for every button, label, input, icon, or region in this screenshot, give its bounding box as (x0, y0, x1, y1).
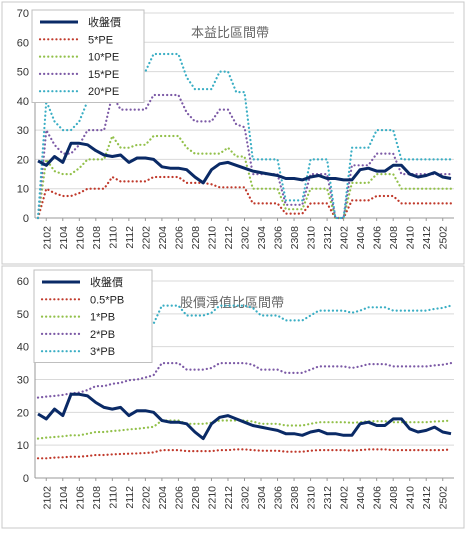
series-line (36, 93, 453, 220)
x-tick-label: 2408 (388, 226, 400, 250)
legend-label: 15*PE (88, 69, 119, 81)
x-tick-label: 2102 (41, 486, 53, 510)
x-tick-label: 2208 (190, 486, 202, 510)
x-tick-label: 2208 (190, 226, 202, 250)
series-line (36, 419, 453, 440)
x-tick-label: 2502 (438, 486, 450, 510)
x-tick-label: 2108 (91, 486, 103, 510)
y-tick-label: 60 (17, 276, 29, 288)
y-tick-label: 0 (23, 213, 29, 225)
y-tick-label: 30 (17, 125, 29, 137)
x-tick-label: 2302 (240, 226, 252, 250)
x-tick-label: 2402 (339, 226, 351, 250)
y-tick-label: 20 (17, 407, 29, 419)
legend-label: 3*PB (90, 346, 115, 358)
series-line (36, 448, 453, 460)
x-tick-label: 2308 (289, 486, 301, 510)
x-tick-label: 2206 (173, 486, 185, 510)
legend-label: 0.5*PB (90, 294, 124, 306)
legend-label: 1*PB (90, 312, 115, 324)
legend-label: 20*PE (88, 86, 119, 98)
y-tick-label: 50 (17, 309, 29, 321)
x-tick-label: 2312 (322, 226, 334, 250)
series-line (37, 392, 452, 441)
x-tick-label: 2102 (41, 226, 53, 250)
x-tick-label: 2412 (421, 486, 433, 510)
legend-label: 2*PB (90, 329, 115, 341)
y-tick-label: 30 (17, 375, 29, 387)
y-tick-label: 40 (17, 96, 29, 108)
series-line (36, 134, 453, 220)
y-tick-label: 50 (17, 67, 29, 79)
chart-1: 0 10 20 30 40 50 60 70 2102 2104 2106 2108 2110 2112 2… (1, 1, 465, 265)
x-tick-label: 2112 (124, 486, 136, 509)
x-tick-label: 2410 (405, 226, 417, 250)
x-tick-label: 2310 (306, 486, 318, 510)
x-tick-label: 2312 (322, 486, 334, 510)
x-tick-label: 2108 (91, 226, 103, 250)
x-tick-label: 2106 (74, 486, 86, 510)
x-tick-label: 2412 (421, 226, 433, 250)
legend-label: 5*PE (88, 34, 113, 46)
legend-label: 10*PE (88, 52, 119, 64)
x-tick-label: 2408 (388, 486, 400, 510)
chart-title: 本益比區間帶 (191, 25, 269, 40)
x-tick-label: 2206 (173, 226, 185, 250)
legend-label: 收盤價 (90, 275, 123, 289)
y-tick-label: 0 (23, 473, 29, 485)
x-tick-label: 2204 (157, 226, 169, 250)
x-tick-label: 2210 (206, 226, 218, 250)
series-line (37, 141, 452, 185)
x-tick-label: 2110 (107, 226, 119, 249)
x-tick-label: 2202 (140, 226, 152, 250)
chart-title: 股價淨值比區間帶 (180, 295, 284, 310)
x-tick-label: 2210 (206, 486, 218, 510)
series-line (36, 175, 453, 220)
y-tick-label: 40 (17, 342, 29, 354)
x-tick-label: 2404 (355, 226, 367, 250)
y-tick-label: 10 (17, 440, 29, 452)
y-tick-label: 20 (17, 154, 29, 166)
x-tick-label: 2404 (355, 486, 367, 510)
y-tick-label: 60 (17, 37, 29, 49)
x-tick-label: 2110 (107, 486, 119, 509)
x-tick-label: 2310 (306, 226, 318, 250)
chart-2: 0 10 20 30 40 50 60 2102 2104 2106 2108 2110 2112 220… (1, 265, 465, 529)
x-tick-label: 2212 (223, 226, 235, 250)
y-tick-label: 10 (17, 184, 29, 196)
series-line (36, 362, 453, 399)
x-tick-label: 2402 (339, 486, 351, 510)
x-tick-label: 2112 (124, 226, 136, 249)
x-tick-label: 2106 (74, 226, 86, 250)
x-tick-label: 2410 (405, 486, 417, 510)
legend-box (31, 9, 145, 103)
x-tick-label: 2202 (140, 486, 152, 510)
x-tick-label: 2406 (372, 226, 384, 250)
x-tick-label: 2304 (256, 226, 268, 250)
legend-label: 收盤價 (88, 15, 121, 29)
x-tick-label: 2204 (157, 486, 169, 510)
x-tick-label: 2304 (256, 486, 268, 510)
x-tick-label: 2104 (58, 486, 70, 510)
x-tick-label: 2308 (289, 226, 301, 250)
x-tick-label: 2212 (223, 486, 235, 510)
x-tick-label: 2306 (273, 226, 285, 250)
x-tick-label: 2502 (438, 226, 450, 250)
x-tick-label: 2406 (372, 486, 384, 510)
y-tick-label: 70 (17, 8, 29, 20)
x-tick-label: 2302 (240, 486, 252, 510)
x-tick-label: 2306 (273, 486, 285, 510)
x-tick-label: 2104 (58, 226, 70, 250)
